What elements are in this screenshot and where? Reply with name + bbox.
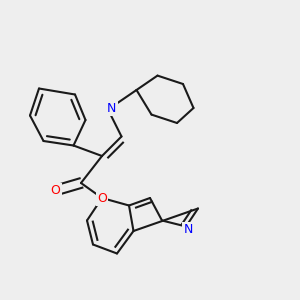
Text: O: O [97,191,107,205]
Text: N: N [184,223,193,236]
Text: O: O [51,184,60,197]
Text: N: N [107,101,116,115]
